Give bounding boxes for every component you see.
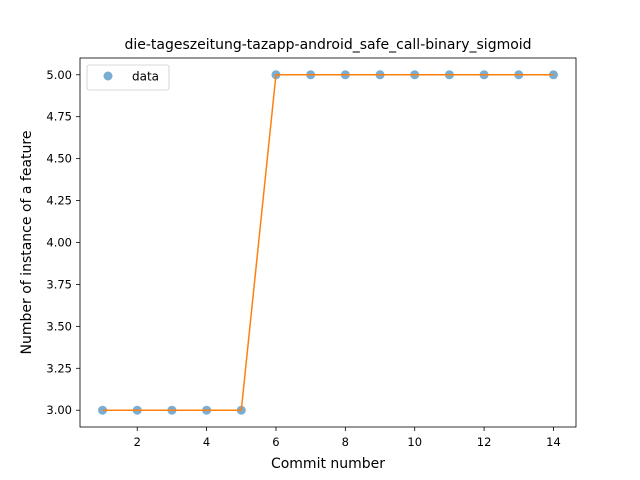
x-tick-label: 10: [407, 435, 422, 449]
y-tick-label: 4.75: [46, 110, 72, 124]
y-tick-label: 4.25: [46, 194, 72, 208]
fit-line: [102, 74, 554, 411]
y-tick-label: 3.50: [46, 319, 72, 333]
legend-marker-data: [103, 71, 113, 81]
y-tick-label: 4.50: [46, 152, 72, 166]
x-tick-label: 4: [203, 435, 210, 449]
y-tick-label: 4.00: [46, 236, 72, 250]
x-axis-label: Commit number: [271, 456, 385, 472]
x-axis-ticks: 2 4 6 8 10 12 14: [134, 427, 561, 449]
legend-label-data: data: [132, 70, 159, 84]
x-tick-label: 14: [546, 435, 561, 449]
y-tick-label: 3.00: [46, 403, 72, 417]
plot-area: [98, 70, 558, 415]
legend: data: [86, 64, 170, 91]
y-axis-label: Number of instance of a feature: [19, 131, 35, 355]
x-tick-label: 2: [134, 435, 141, 449]
chart-title: die-tageszeitung-tazapp-android_safe_cal…: [124, 37, 531, 53]
y-tick-label: 3.75: [46, 277, 72, 291]
y-tick-label: 3.25: [46, 361, 72, 375]
x-tick-label: 6: [272, 435, 279, 449]
legend-box: [86, 64, 170, 91]
y-axis-ticks: 3.00 3.25 3.50 3.75 4.00 4.25 4.50 4.75 5.00: [46, 68, 80, 417]
plot-frame: [79, 57, 577, 428]
y-tick-label: 5.00: [46, 68, 72, 82]
x-tick-label: 12: [477, 435, 492, 449]
x-tick-label: 8: [342, 435, 349, 449]
